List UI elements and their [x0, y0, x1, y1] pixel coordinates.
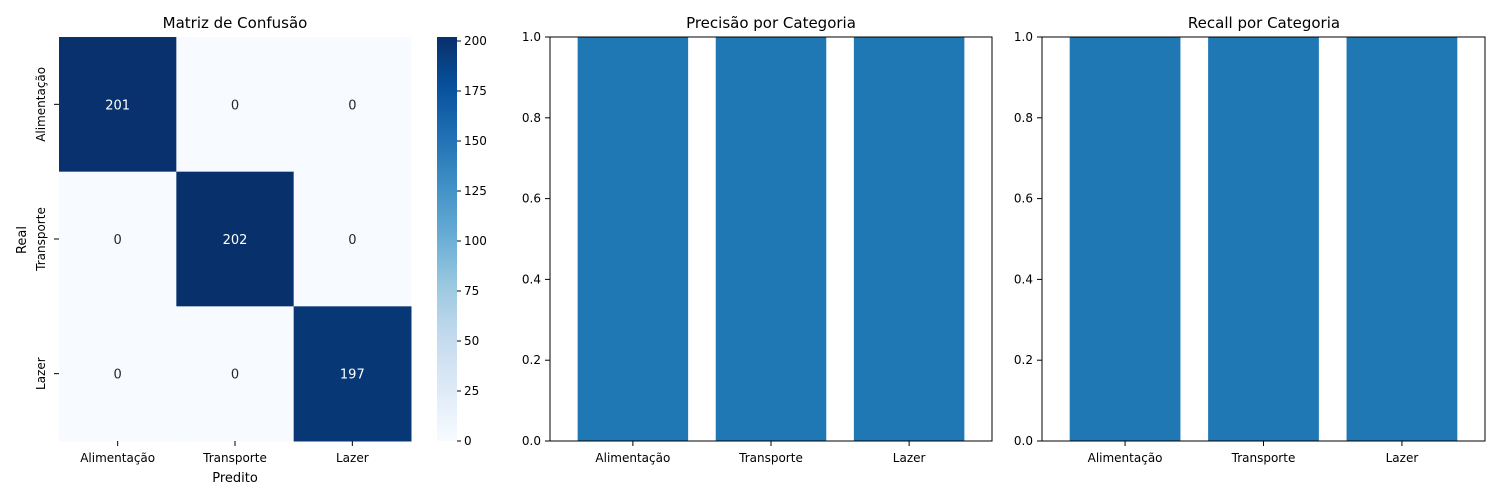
colorbar-ticks: 0 25 50 75 100 125 150 175 200 — [457, 34, 487, 448]
heatmap-y-tick-label: Alimentação — [34, 67, 48, 142]
heatmap-cell — [176, 37, 295, 173]
heatmap-cell — [59, 171, 177, 307]
precision-y-tick-label: 0.0 — [522, 434, 541, 448]
precision-x-tick-label: Lazer — [893, 451, 926, 465]
colorbar-tick-label: 100 — [464, 234, 487, 248]
precision-bar — [715, 37, 827, 441]
heatmap-y-tick-label: Transporte — [34, 207, 48, 272]
recall-y-tick-label: 0.4 — [1014, 272, 1033, 286]
colorbar-tick-label: 50 — [464, 334, 479, 348]
precision-y-tick-label: 0.6 — [522, 192, 541, 206]
heatmap-cell-label: 201 — [105, 98, 130, 113]
colorbar-tick-label: 125 — [464, 184, 487, 198]
recall-y-ticks: 0.0 0.2 0.4 0.6 0.8 1.0 — [1014, 30, 1042, 448]
precision-bars — [577, 37, 965, 441]
recall-bar — [1346, 37, 1458, 441]
precision-x-tick-label: Transporte — [738, 451, 803, 465]
precision-y-tick-label: 0.4 — [522, 272, 541, 286]
heatmap-cell-label: 0 — [114, 233, 122, 248]
recall-bars — [1069, 37, 1458, 441]
recall-panel: Recall por Categoria 0.00.20.40.60.81.0 … — [1014, 14, 1486, 465]
heatmap-cell-label: 197 — [340, 368, 365, 383]
heatmap-cell-label: 0 — [114, 368, 122, 383]
recall-y-tick-label: 0.8 — [1014, 111, 1033, 125]
heatmap-cell-label: 0 — [231, 368, 239, 383]
colorbar-tick-label: 200 — [464, 34, 487, 48]
heatmap-cell-label: 0 — [348, 98, 356, 113]
precision-x-tick-label: Alimentação — [595, 451, 670, 465]
heatmap-ylabel: Real — [15, 226, 30, 254]
recall-y-tick-label: 0.6 — [1014, 192, 1033, 206]
recall-y-tick-label: 0.0 — [1014, 434, 1033, 448]
colorbar-tick-label: 175 — [464, 84, 487, 98]
colorbar-tick-label: 75 — [464, 284, 479, 298]
heatmap-cells: 201 0 0 0 202 0 0 0 197 — [59, 37, 412, 442]
heatmap-cell — [293, 171, 412, 307]
heatmap-cell — [176, 306, 295, 442]
precision-y-ticks: 0.0 0.2 0.4 0.6 0.8 1.0 — [522, 30, 550, 448]
heatmap-x-tick-label: Lazer — [336, 451, 369, 465]
colorbar-tick-label: 25 — [464, 384, 479, 398]
heatmap-cell-label: 0 — [348, 233, 356, 248]
heatmap-cell-label: 202 — [223, 233, 248, 248]
colorbar-tick-label: 0 — [464, 434, 472, 448]
heatmap-cell — [293, 306, 412, 442]
precision-y-tick-label: 0.8 — [522, 111, 541, 125]
heatmap-x-tick-label: Transporte — [202, 451, 267, 465]
precision-y-tick-label: 1.0 — [522, 30, 541, 44]
recall-y-tick-label: 0.2 — [1014, 353, 1033, 367]
heatmap-y-tick-label: Lazer — [34, 357, 48, 390]
precision-bar — [853, 37, 965, 441]
recall-frame — [1041, 36, 1486, 442]
heatmap-title: Matriz de Confusão — [163, 14, 308, 32]
precision-title: Precisão por Categoria — [686, 14, 856, 32]
recall-y-tick-label: 1.0 — [1014, 30, 1033, 44]
recall-x-tick-label: Alimentação — [1088, 451, 1163, 465]
heatmap-cell — [59, 37, 177, 173]
precision-bar — [577, 37, 689, 441]
precision-x-ticks: Alimentação Transporte Lazer — [595, 441, 926, 465]
confusion-matrix-panel: Matriz de Confusão 201 0 0 0 202 0 0 0 197 Alime… — [15, 14, 412, 486]
heatmap-x-tick-label: Alimentação — [80, 451, 155, 465]
heatmap-xlabel: Predito — [212, 471, 258, 486]
recall-title: Recall por Categoria — [1188, 14, 1340, 32]
heatmap-x-ticks: Alimentação Transporte Lazer — [80, 441, 369, 465]
colorbar-tick-label: 150 — [464, 134, 487, 148]
precision-y-tick-label: 0.2 — [522, 353, 541, 367]
colorbar: 0 25 50 75 100 125 150 175 200 — [437, 34, 487, 448]
recall-bar — [1069, 37, 1181, 441]
heatmap-cell-label: 0 — [231, 98, 239, 113]
recall-x-tick-label: Transporte — [1231, 451, 1296, 465]
precision-panel: Precisão por Categoria 0.0 0.2 0.4 0.6 0.8 1.… — [522, 14, 993, 465]
recall-bar — [1208, 37, 1319, 441]
heatmap-y-ticks: Alimentação Transporte Lazer — [34, 67, 59, 390]
heatmap-cell — [176, 171, 295, 307]
recall-x-tick-label: Lazer — [1386, 451, 1419, 465]
recall-x-ticks: Alimentação Transporte Lazer — [1088, 441, 1419, 465]
heatmap-cell — [293, 37, 412, 173]
colorbar-gradient — [437, 37, 457, 441]
heatmap-cell — [59, 306, 177, 442]
precision-frame — [549, 36, 993, 442]
